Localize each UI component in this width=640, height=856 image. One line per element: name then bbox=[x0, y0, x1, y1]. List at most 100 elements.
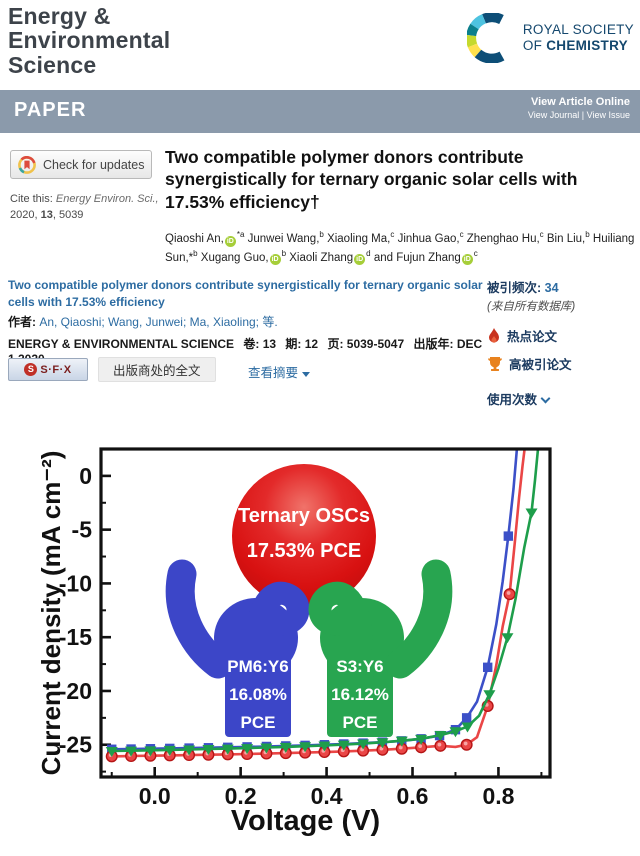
data-point-marker bbox=[461, 722, 474, 733]
data-point-highlight bbox=[398, 745, 403, 750]
data-point-marker bbox=[337, 740, 350, 751]
y-tick-label: -15 bbox=[59, 624, 92, 650]
paper-banner-label: PAPER bbox=[14, 99, 87, 121]
cite-label: Cite this: bbox=[10, 193, 56, 205]
author-list: Qiaoshi An, iD*a Junwei Wang,b Xiaoling M… bbox=[165, 230, 635, 266]
data-point-marker bbox=[525, 508, 538, 519]
rsc-logo: ROYAL SOCIETY OF CHEMISTRY bbox=[466, 13, 634, 63]
data-point-marker bbox=[395, 736, 408, 747]
author-affiliation-sup: c bbox=[473, 248, 478, 258]
sfx-fulltext-badge[interactable]: S S·F·X bbox=[8, 358, 88, 381]
hot-paper-badge: 热点论文 bbox=[487, 326, 637, 345]
data-point-marker bbox=[163, 745, 176, 756]
orcid-icon[interactable]: iD bbox=[354, 254, 366, 266]
author-affiliation-sup: d bbox=[366, 248, 371, 258]
data-point-marker bbox=[183, 745, 196, 756]
rsc-line2: OF CHEMISTRY bbox=[522, 38, 628, 53]
graphical-abstract-figure: 0.0 0.2 0.4 0.6 0.8 0 -5 -10 -15 -20 -25 Ternary OS… bbox=[36, 421, 640, 851]
y-tick-label: -20 bbox=[59, 678, 92, 704]
ternary-ball-line2: 17.53% PCE bbox=[247, 540, 362, 562]
times-cited-count[interactable]: 34 bbox=[544, 281, 559, 295]
data-point-marker bbox=[449, 727, 462, 738]
wos-source-journal: ENERGY & ENVIRONMENTAL SCIENCE bbox=[8, 337, 235, 351]
view-links: View Journal | View Issue bbox=[527, 110, 630, 120]
orcid-icon[interactable]: iD bbox=[461, 254, 473, 266]
data-point-marker bbox=[202, 745, 215, 756]
usage-count-toggle[interactable]: 使用次数 bbox=[487, 389, 637, 408]
hot-paper-label: 热点论文 bbox=[507, 330, 558, 344]
data-point-marker bbox=[376, 738, 389, 749]
data-point-marker bbox=[415, 734, 428, 745]
y-tick-label: -25 bbox=[59, 732, 92, 758]
x-tick-label: 0.8 bbox=[482, 783, 514, 809]
data-point-marker bbox=[279, 742, 292, 753]
cited-source-note: (来自所有数据库) bbox=[487, 301, 576, 313]
crossmark-icon bbox=[18, 155, 36, 174]
chevron-down-icon bbox=[540, 393, 551, 404]
view-article-online-link[interactable]: View Article Online bbox=[530, 96, 630, 108]
x-axis-title: Voltage (V) bbox=[231, 805, 380, 837]
author-affiliation-sup: *a bbox=[236, 230, 245, 239]
ternary-ball: Ternary OSCs 17.53% PCE bbox=[232, 464, 376, 608]
author-affiliation-sup: b bbox=[281, 248, 287, 258]
data-point-highlight bbox=[437, 742, 442, 747]
highly-cited-label: 高被引论文 bbox=[509, 358, 572, 372]
wos-volume: 卷: 13 bbox=[243, 337, 277, 351]
right-hand-shape bbox=[308, 559, 453, 737]
author-affiliation-sup: b bbox=[319, 230, 324, 239]
wos-authors-line: 作者: An, Qiaoshi; Wang, Junwei; Ma, Xiaol… bbox=[8, 313, 486, 330]
x-tick-label: 0.6 bbox=[397, 783, 429, 809]
right-hand-label-line2: 16.12% bbox=[331, 685, 389, 704]
wos-pages: 页: 5039-5047 bbox=[327, 337, 405, 351]
cite-journal: Energy Environ. Sci., bbox=[55, 193, 159, 205]
rsc-line1: ROYAL SOCIETY bbox=[522, 22, 634, 38]
wos-record-title-link[interactable]: Two compatible polymer donors contribute… bbox=[8, 278, 483, 309]
check-for-updates-label: Check for updates bbox=[43, 157, 145, 172]
wos-authors-label: 作者: bbox=[8, 315, 36, 329]
journal-title-line3: Science bbox=[8, 51, 97, 78]
trophy-icon bbox=[487, 356, 503, 372]
finger-shape bbox=[308, 581, 373, 666]
data-point-marker bbox=[125, 746, 138, 757]
author-affiliation-sup: b bbox=[585, 230, 590, 239]
jv-curve-chart: 0.0 0.2 0.4 0.6 0.8 0 -5 -10 -15 -20 -25 Ternary OS… bbox=[36, 447, 552, 837]
journal-title: Energy & Environmental Science bbox=[8, 3, 171, 78]
data-point-marker bbox=[221, 744, 234, 755]
data-point-marker bbox=[503, 531, 514, 541]
journal-title-line1: Energy & bbox=[8, 3, 111, 29]
data-point-marker bbox=[144, 746, 157, 757]
left-hand-label-line1: PM6:Y6 bbox=[227, 657, 288, 676]
author-affiliation-sup: c bbox=[390, 230, 395, 239]
right-hand-label-line3: PCE bbox=[343, 713, 378, 732]
journal-title-line2: Environmental bbox=[8, 27, 171, 54]
publisher-fulltext-button[interactable]: 出版商处的全文 bbox=[98, 357, 216, 382]
data-point-marker bbox=[260, 743, 273, 754]
y-tick-label: 0 bbox=[79, 463, 92, 489]
data-point-marker bbox=[434, 731, 447, 742]
data-point-highlight bbox=[463, 741, 468, 746]
y-tick-label: -10 bbox=[59, 570, 92, 596]
wos-authors-value[interactable]: An, Qiaoshi; Wang, Junwei; Ma, Xiaoling;… bbox=[36, 315, 278, 329]
data-point-highlight bbox=[418, 744, 423, 749]
view-journal-link[interactable]: View Journal bbox=[527, 110, 580, 120]
y-tick-label: -5 bbox=[72, 517, 93, 543]
orcid-icon[interactable]: iD bbox=[269, 254, 281, 266]
view-abstract-link[interactable]: 查看摘要 bbox=[248, 362, 311, 381]
check-for-updates-button[interactable]: Check for updates bbox=[10, 150, 152, 179]
data-point-marker bbox=[299, 742, 312, 753]
author-affiliation-sup: b bbox=[193, 248, 198, 258]
orcid-icon[interactable]: iD bbox=[224, 235, 236, 247]
highly-cited-badge: 高被引论文 bbox=[487, 354, 637, 373]
data-point-marker bbox=[501, 633, 514, 644]
left-hand-label-line3: PCE bbox=[241, 713, 276, 732]
author-affiliation-sup: c bbox=[459, 230, 464, 239]
finger-shape bbox=[385, 559, 453, 679]
y-axis-title: Current density (mA cm⁻²) bbox=[40, 451, 66, 776]
data-point-marker bbox=[241, 744, 254, 755]
wos-issue: 期: 12 bbox=[285, 337, 319, 351]
rsc-c-icon bbox=[466, 13, 505, 63]
finger-shape bbox=[165, 559, 233, 679]
x-tick-label: 0.4 bbox=[311, 783, 343, 809]
view-issue-link[interactable]: View Issue bbox=[586, 110, 630, 120]
data-point-highlight bbox=[506, 591, 511, 595]
